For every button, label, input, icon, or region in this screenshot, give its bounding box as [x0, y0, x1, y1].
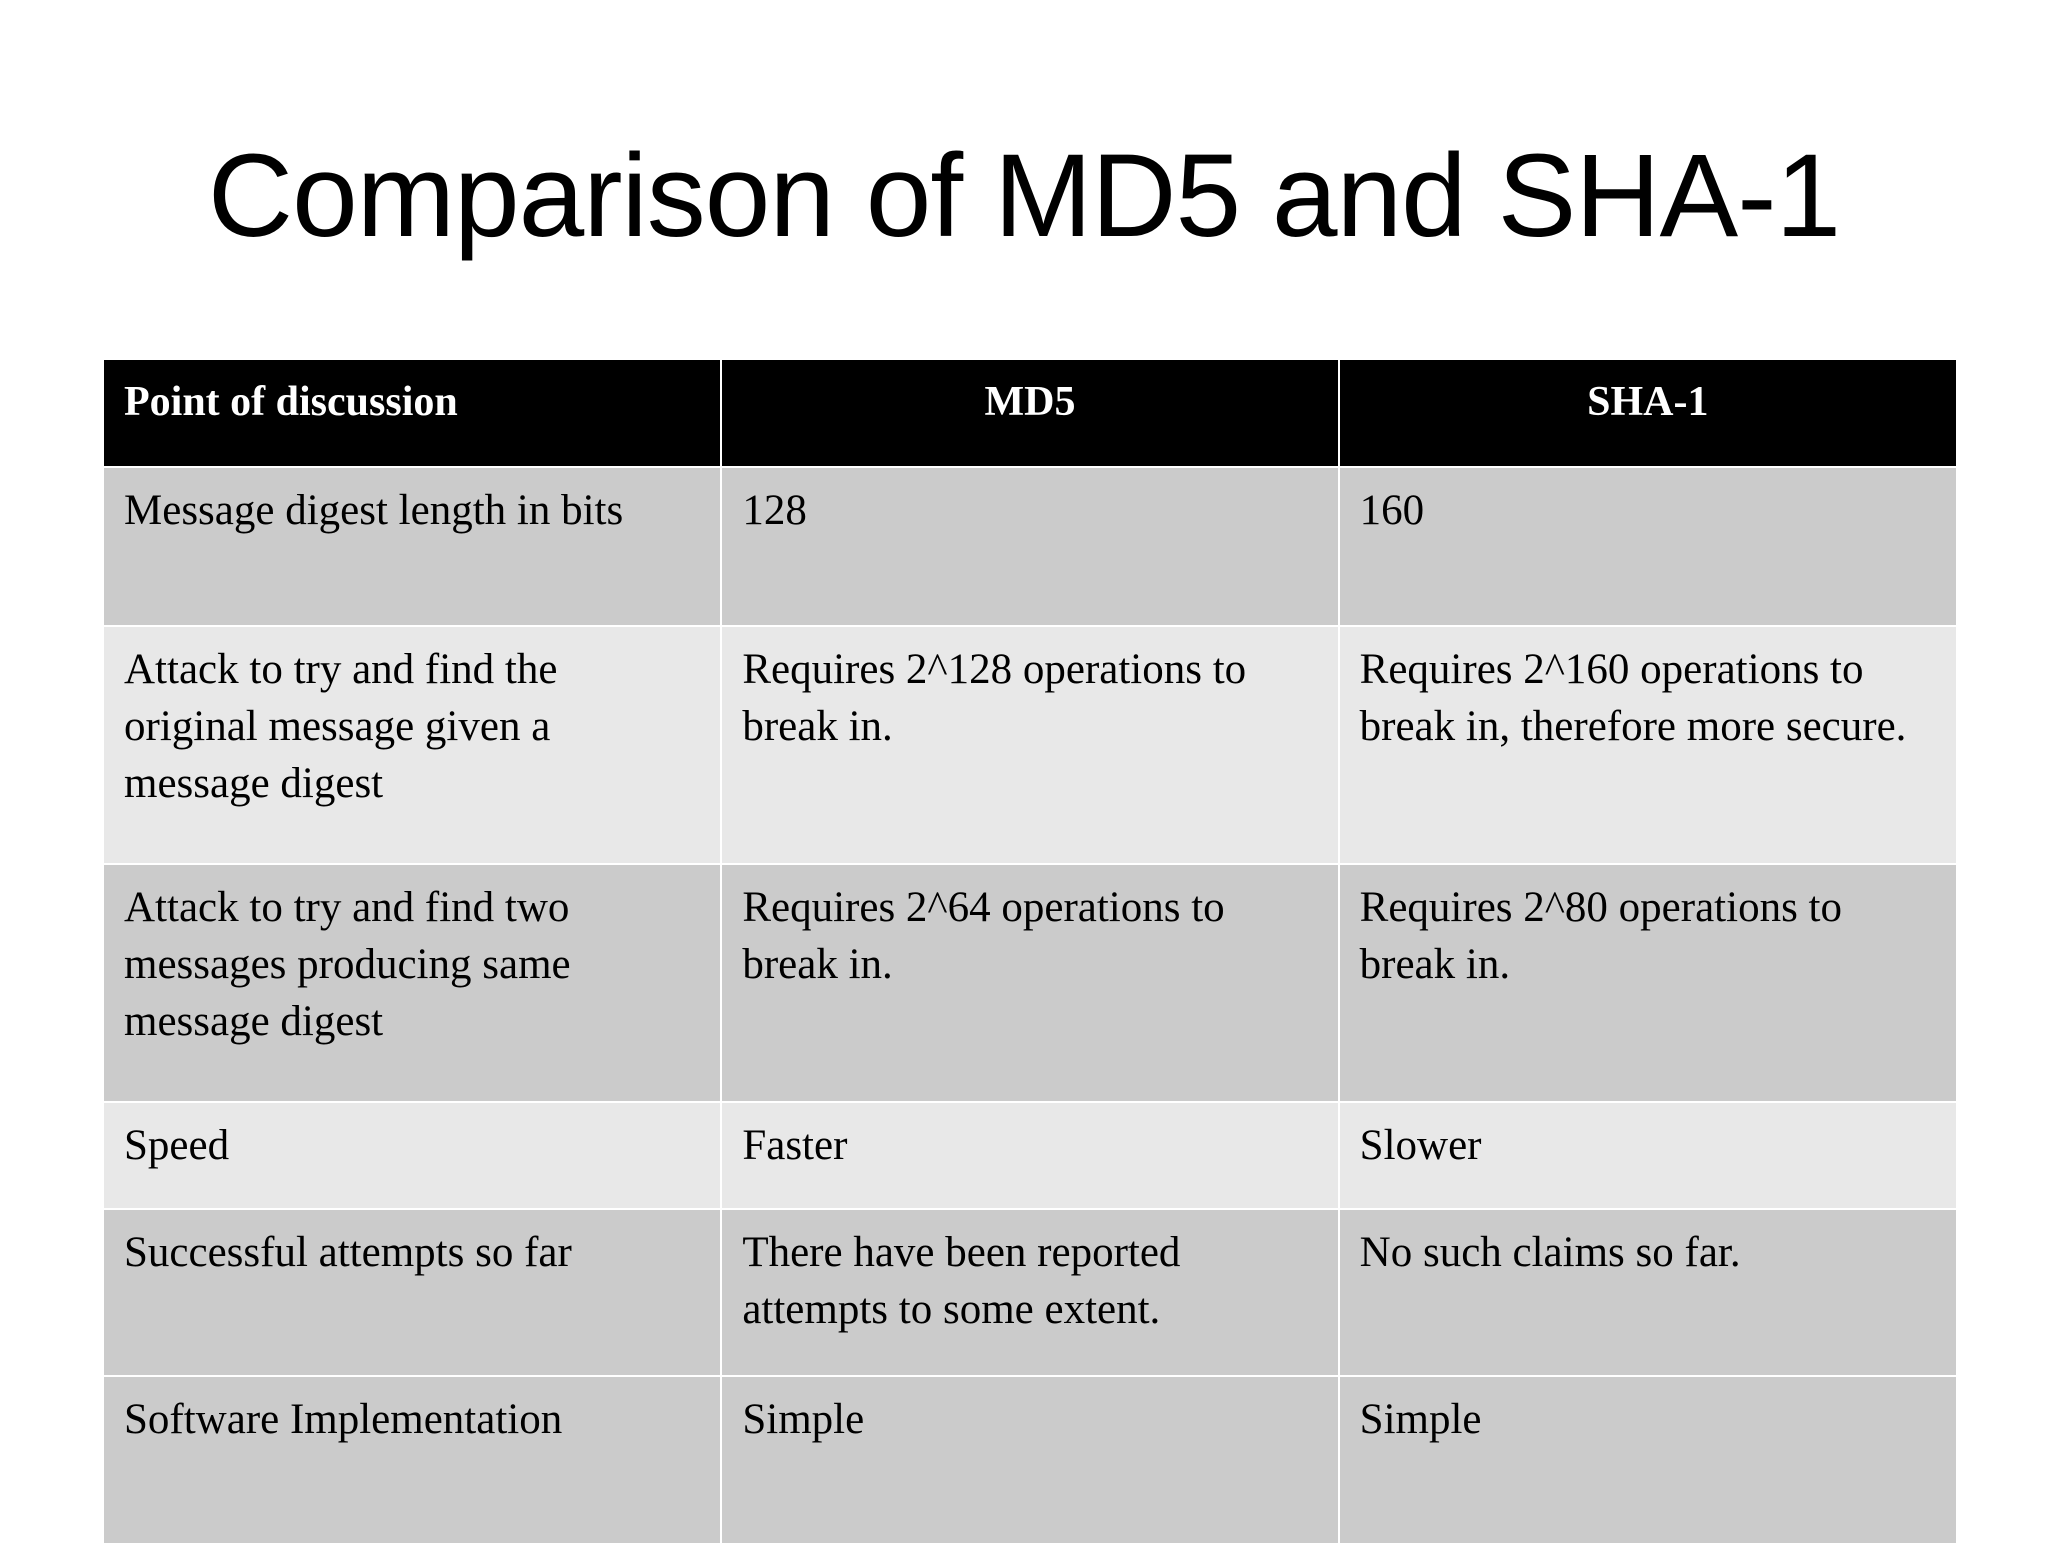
table-cell-point: Software Implementation — [124, 1396, 563, 1443]
table-cell-point: Message digest length in bits — [124, 487, 624, 534]
comparison-table: Point of discussion MD5 SHA-1 Message di… — [104, 360, 1956, 1543]
table-cell-point: Speed — [124, 1122, 230, 1169]
table-cell-md5: Requires 2^64 operations to break in. — [720, 864, 1339, 1102]
table-cell-sha1: 160 — [1337, 467, 1956, 626]
table-row: Attack to try and find two messages prod… — [104, 864, 1956, 1102]
table-cell-sha1: Slower — [1337, 1102, 1956, 1209]
table-cell-sha1: No such claims so far. — [1337, 1209, 1956, 1376]
table-cell-md5: 128 — [720, 467, 1339, 626]
table-header-row: Point of discussion MD5 SHA-1 — [104, 360, 1956, 467]
table-cell-md5: Requires 2^128 operations to break in. — [720, 626, 1339, 864]
table-row: Speed Faster Slower — [104, 1102, 1956, 1209]
slide-title: Comparison of MD5 and SHA-1 — [207, 130, 1841, 262]
table-row: Successful attempts so far There have be… — [104, 1209, 1956, 1376]
header-md5: MD5 — [720, 360, 1339, 467]
table-cell-md5: Faster — [720, 1102, 1339, 1209]
table-cell-md5: There have been reported attempts to som… — [720, 1209, 1339, 1376]
table-cell-sha1: Requires 2^160 operations to break in, t… — [1337, 626, 1956, 864]
table-cell-point: Successful attempts so far — [124, 1229, 572, 1276]
table-row: Software Implementation Simple Simple — [104, 1376, 1956, 1543]
header-sha1: SHA-1 — [1337, 360, 1956, 467]
table-row: Message digest length in bits 128 160 — [104, 467, 1956, 626]
table-row: Attack to try and find the original mess… — [104, 626, 1956, 864]
table-cell-sha1: Requires 2^80 operations to break in. — [1337, 864, 1956, 1102]
header-point-of-discussion: Point of discussion — [124, 379, 458, 425]
table-cell-point: Attack to try and find the original mess… — [124, 646, 558, 807]
table-cell-md5: Simple — [720, 1376, 1339, 1543]
table-cell-point: Attack to try and find two messages prod… — [124, 884, 571, 1045]
table-cell-sha1: Simple — [1337, 1376, 1956, 1543]
